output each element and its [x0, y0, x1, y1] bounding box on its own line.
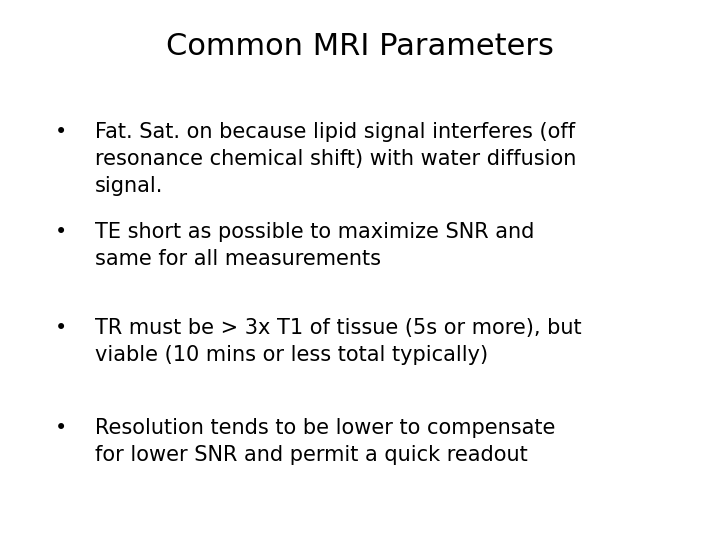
Text: •: •: [55, 222, 67, 242]
Text: •: •: [55, 122, 67, 142]
Text: Resolution tends to be lower to compensate
for lower SNR and permit a quick read: Resolution tends to be lower to compensa…: [95, 418, 555, 465]
Text: Fat. Sat. on because lipid signal interferes (off
resonance chemical shift) with: Fat. Sat. on because lipid signal interf…: [95, 122, 577, 197]
Text: •: •: [55, 318, 67, 338]
Text: TE short as possible to maximize SNR and
same for all measurements: TE short as possible to maximize SNR and…: [95, 222, 534, 269]
Text: Common MRI Parameters: Common MRI Parameters: [166, 32, 554, 61]
Text: TR must be > 3x T1 of tissue (5s or more), but
viable (10 mins or less total typ: TR must be > 3x T1 of tissue (5s or more…: [95, 318, 582, 365]
Text: •: •: [55, 418, 67, 438]
